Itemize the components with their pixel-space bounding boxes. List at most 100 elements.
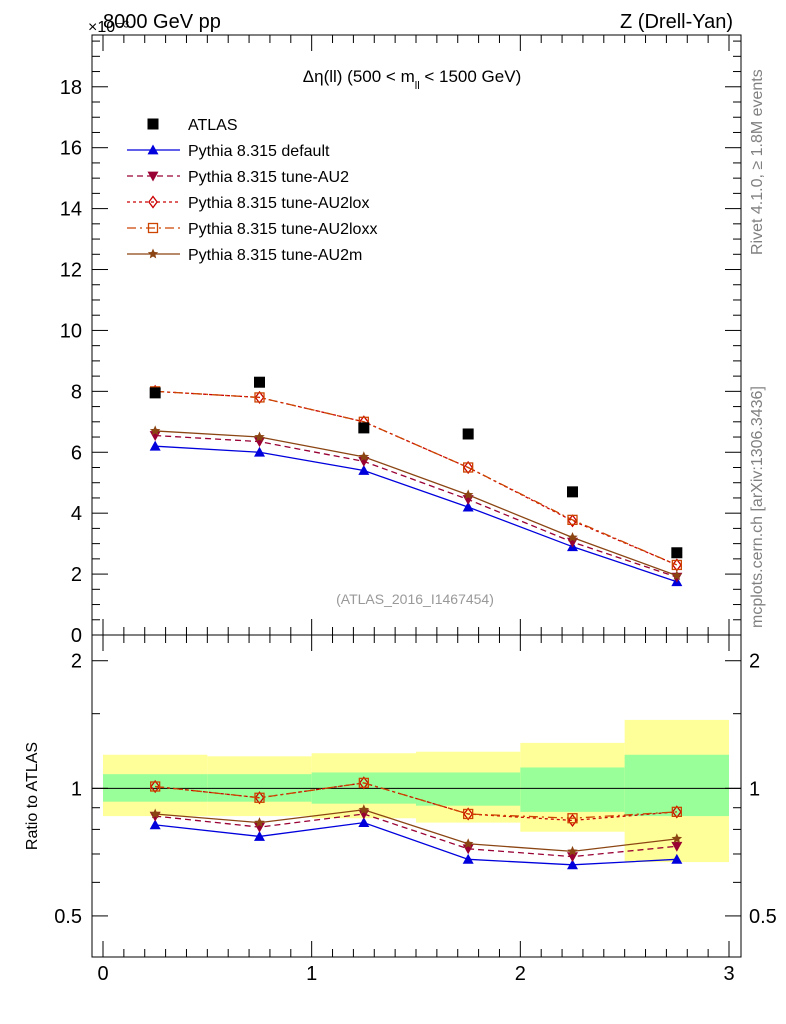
legend-label: Pythia 8.315 tune-AU2loxx (188, 221, 377, 238)
ratio-tick-label: 1 (749, 778, 760, 800)
rivet-label: Rivet 4.1.0, ≥ 1.8M events (749, 69, 766, 255)
series-3-ratio-line (155, 782, 677, 819)
legend-entry-series-3: Pythia 8.315 tune-AU2loxx (127, 221, 377, 238)
legend-marker (147, 222, 159, 234)
x-axis: 0 1 2 3 (97, 963, 734, 985)
series-4-ratio-point (567, 845, 578, 856)
series-3-line (155, 390, 678, 566)
data-point (358, 422, 370, 434)
series-0-point (462, 501, 474, 512)
legend-marker (147, 144, 159, 155)
y-tick-label: 8 (71, 381, 82, 403)
legend-label-atlas: ATLAS (188, 117, 238, 134)
legend-entry-atlas: ATLAS (147, 117, 238, 134)
process-label: Z (Drell-Yan) (620, 11, 733, 33)
ratio-axis-ticks: 0.5 0.5 1 1 2 2 (54, 635, 777, 957)
series-4-point (671, 570, 683, 581)
series-4-point (462, 489, 474, 500)
x-tick-label: 1 (306, 963, 317, 985)
series-3-ratio-point (567, 813, 578, 824)
series-2-point (254, 390, 265, 405)
mcplots-label: mcplots.cern.ch [arXiv:1306.3436] (749, 386, 766, 628)
series-1-ratio-line (155, 813, 677, 858)
series-1-ratio-point (671, 841, 683, 852)
series-4-point (149, 425, 161, 436)
data-point (149, 387, 161, 399)
series-4-ratio-line (155, 809, 677, 853)
series-0-ratio-point (149, 819, 161, 830)
y-tick-label: 18 (60, 77, 82, 99)
series-4-ratio-point (671, 833, 683, 844)
legend-marker-atlas (147, 118, 159, 130)
series-0-ratio-point (567, 859, 578, 870)
legend-label: Pythia 8.315 default (188, 143, 330, 160)
series-0-point (358, 465, 370, 475)
stat-uncertainty-band (416, 772, 521, 806)
series-3-point (567, 514, 578, 526)
legend-marker (148, 195, 158, 209)
main-panel: 0 2 4 6 8 10 12 14 16 18 Δη(ll) (500 < mll < 1500… (60, 34, 742, 647)
series-0-point (149, 440, 161, 451)
series-3-ratio-point (254, 792, 265, 803)
y-tick-label: 14 (60, 199, 82, 221)
y-tick-label: 0 (71, 625, 82, 647)
data-point (254, 376, 265, 388)
ratio-tick-label: 0.5 (54, 906, 82, 928)
series-0-ratio-line (155, 821, 677, 866)
ratio-panel: 0.5 0.5 1 1 2 2 Ratio to ATLAS (24, 634, 777, 958)
data-point (671, 547, 683, 559)
main-axis-ticks: 0 2 4 6 8 10 12 14 16 18 (60, 35, 741, 647)
series-1-ratio-point (358, 809, 370, 820)
series-3-point (254, 392, 265, 403)
series-4-ratio-point (462, 838, 474, 849)
series-0-ratio-point (358, 817, 370, 828)
main-plot-marks (149, 376, 683, 587)
x-tick-label: 3 (723, 963, 734, 985)
y-tick-label: 10 (60, 320, 82, 342)
series-3-point (463, 462, 474, 473)
exponent-label: ×10⁻³ (88, 19, 130, 36)
legend-entry-series-2: Pythia 8.315 tune-AU2lox (127, 195, 369, 212)
x-tick-label: 0 (97, 963, 108, 985)
ratio-tick-label: 0.5 (749, 906, 777, 928)
series-2-ratio-point (671, 805, 682, 819)
series-4-ratio-point (358, 804, 370, 815)
series-2-ratio-point (463, 807, 474, 821)
series-4-ratio-point (254, 817, 265, 828)
series-0-ratio-point (254, 830, 265, 841)
legend-entry-series-4: Pythia 8.315 tune-AU2m (127, 247, 362, 264)
legend-marker (147, 171, 159, 182)
plot-title: Δη(ll) (500 < mll < 1500 GeV) (303, 67, 521, 92)
legend-label: Pythia 8.315 tune-AU2 (188, 169, 349, 186)
series-2-ratio-point (150, 779, 161, 794)
series-4-line (155, 430, 678, 577)
series-2-ratio-point (358, 776, 369, 790)
series-0-point (254, 446, 265, 457)
series-4-point (254, 431, 265, 442)
ratio-tick-label: 1 (71, 778, 82, 800)
series-4-ratio-point (149, 808, 161, 819)
ratio-plot-marks (92, 719, 741, 870)
series-3-ratio-point (463, 808, 474, 820)
series-2-point (463, 460, 474, 475)
ratio-tick-label: 2 (749, 651, 760, 673)
x-tick-label: 2 (515, 963, 526, 985)
legend: ATLAS Pythia 8.315 default Pythia 8.315 tu… (127, 117, 377, 264)
series-1-line (155, 434, 678, 578)
ratio-ylabel: Ratio to ATLAS (24, 742, 41, 850)
analysis-watermark: (ATLAS_2016_I1467454) (336, 591, 494, 607)
series-3-ratio-point (358, 777, 369, 789)
series-0-ratio-point (462, 853, 474, 864)
legend-label: Pythia 8.315 tune-AU2m (188, 247, 362, 264)
data-point (462, 428, 474, 440)
series-2-ratio-line (155, 782, 677, 822)
legend-label: Pythia 8.315 tune-AU2lox (188, 195, 369, 212)
series-2-line (155, 390, 678, 566)
y-tick-label: 12 (60, 260, 82, 282)
series-0-ratio-point (671, 853, 683, 864)
series-4-point (358, 451, 370, 462)
legend-marker (147, 248, 159, 259)
legend-entry-series-0: Pythia 8.315 default (127, 143, 330, 160)
series-3-ratio-point (150, 781, 161, 792)
